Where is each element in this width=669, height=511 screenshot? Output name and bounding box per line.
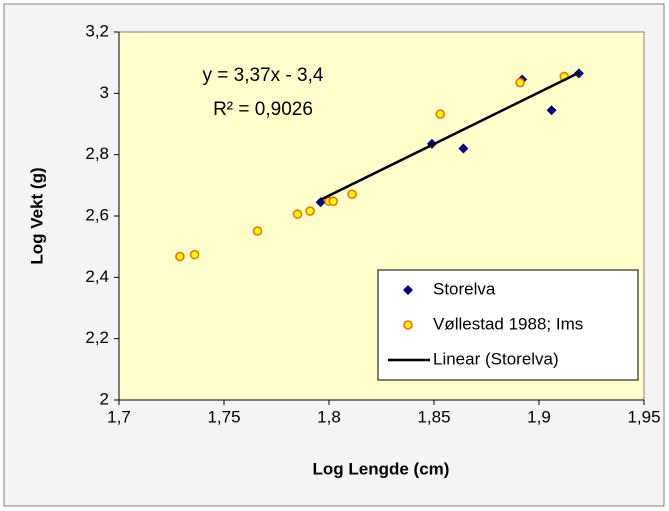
x-tick-label: 1,7 (107, 407, 131, 426)
x-tick-label: 1,85 (417, 407, 450, 426)
equation: y = 3,37x - 3,4 (203, 65, 324, 86)
x-tick-label: 1,8 (317, 407, 341, 426)
y-tick-label: 3,2 (85, 21, 109, 40)
x-axis-label: Log Lengde (cm) (313, 459, 450, 478)
point (435, 109, 446, 119)
point (458, 143, 469, 154)
x-tick-label: 1,95 (627, 407, 660, 426)
y-tick-label: 2,6 (85, 205, 109, 224)
legend-label: Storelva (433, 279, 496, 298)
legend (377, 269, 639, 381)
legend-marker (403, 285, 413, 295)
legend-label: Vøllestad 1988; Ims (433, 314, 583, 333)
y-tick-label: 2,8 (85, 144, 109, 163)
y-tick-label: 2,2 (85, 328, 109, 347)
y-axis-label: Log Vekt (g) (27, 167, 46, 264)
legend-label: Linear (Storelva) (433, 349, 559, 368)
point (252, 226, 263, 236)
point (347, 189, 357, 199)
point (175, 251, 185, 262)
point (546, 105, 557, 116)
point (189, 249, 200, 260)
point (515, 77, 525, 88)
y-tick-label: 2 (100, 389, 109, 408)
trendline (320, 71, 580, 201)
y-tick-label: 3 (100, 83, 109, 102)
x-tick-label: 1,9 (527, 407, 551, 426)
r-squared: R² = 0,9026 (213, 99, 313, 120)
legend-marker (403, 320, 413, 330)
point (292, 209, 303, 219)
y-tick-label: 2,4 (85, 267, 109, 286)
point (328, 196, 338, 207)
x-tick-label: 1,75 (207, 407, 240, 426)
point (305, 206, 315, 216)
